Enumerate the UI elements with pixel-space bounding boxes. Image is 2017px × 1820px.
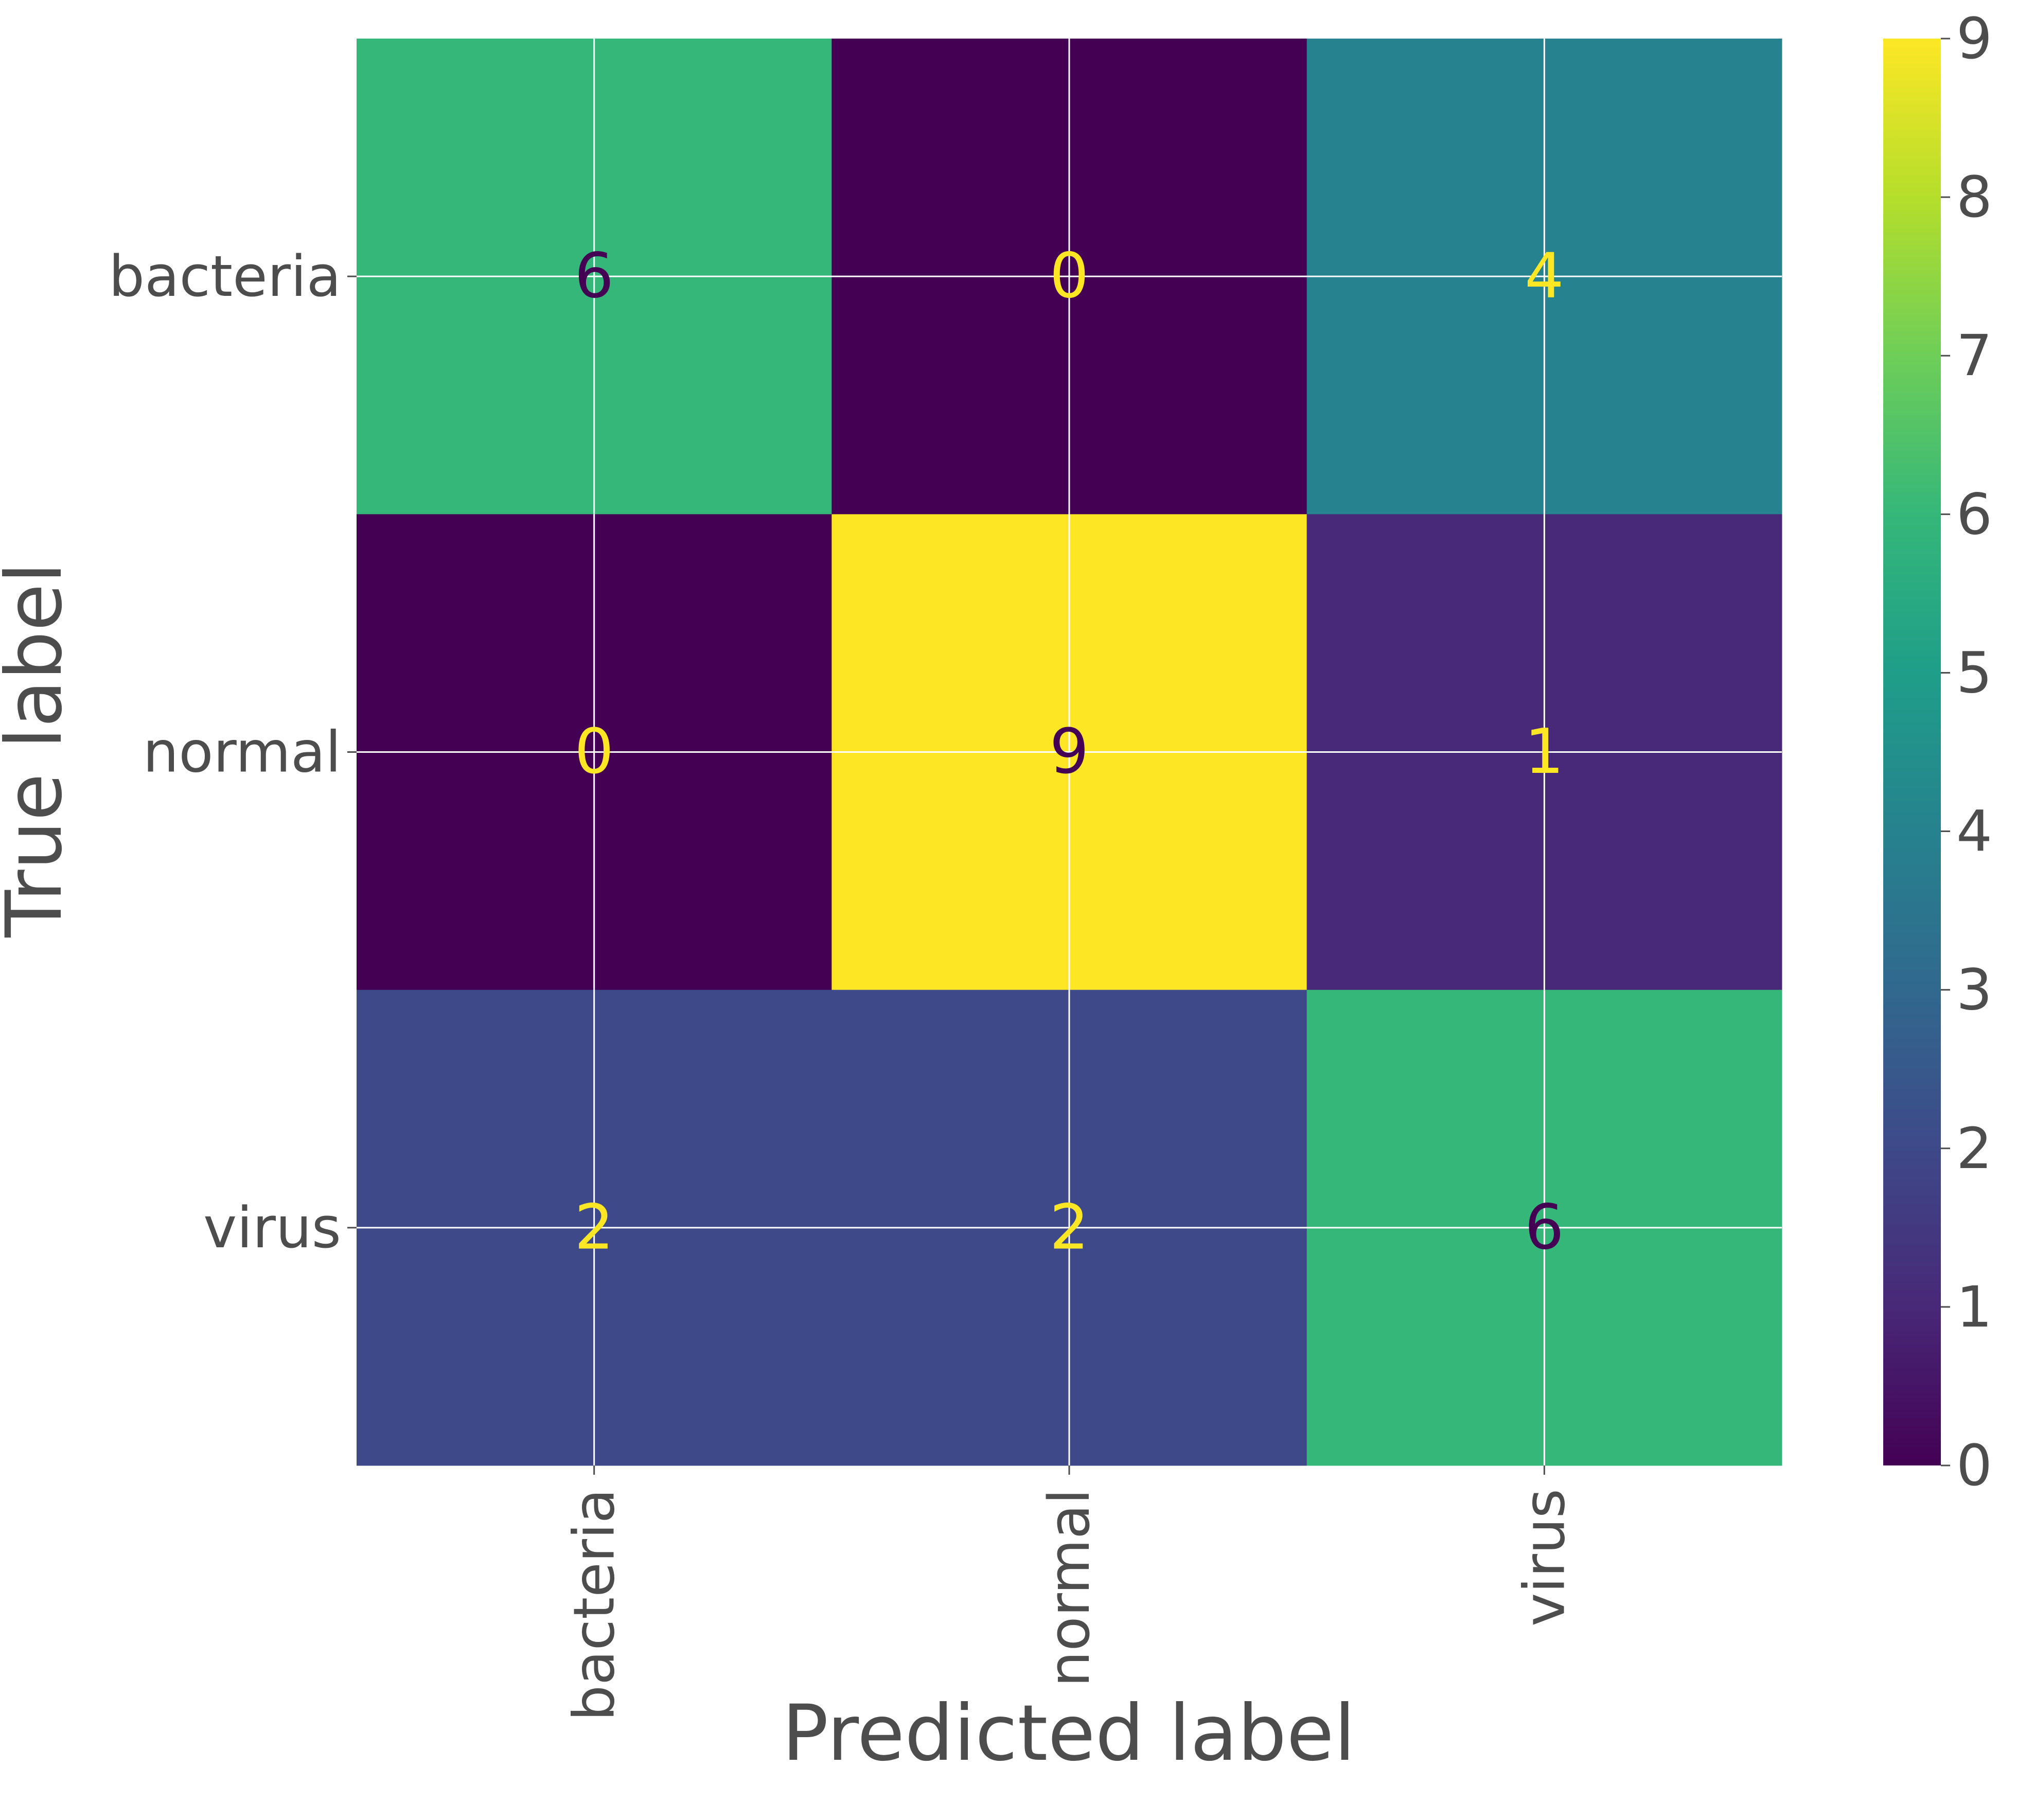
colorbar-tick-label: 2: [1956, 1116, 1992, 1181]
colorbar-tick-label: 7: [1956, 323, 1992, 388]
y-axis-title: True label: [0, 562, 79, 938]
y-tick-label: normal: [143, 719, 341, 785]
colorbar-tick-label: 9: [1956, 6, 1992, 72]
cell-value-label: 2: [1050, 1192, 1089, 1263]
x-tick-label: bacteria: [561, 1489, 627, 1721]
x-axis-title: Predicted label: [782, 1689, 1356, 1778]
colorbar-tick-label: 0: [1956, 1433, 1992, 1498]
colorbar-tick-label: 4: [1956, 799, 1992, 864]
colorbar-tick-label: 8: [1956, 164, 1992, 230]
y-axis-ticks: bacteria normal virus: [109, 243, 357, 1261]
cell-value-label: 6: [574, 241, 613, 312]
colorbar-ticks: 0 1 2 3 4 5 6 7 8 9: [1941, 6, 1992, 1498]
x-axis-ticks: bacteria normal virus: [561, 1465, 1577, 1721]
cell-value-label: 9: [1050, 716, 1089, 788]
cell-value-labels: 6 0 4 0 9 1 2 2 6: [574, 241, 1564, 1264]
cell-value-label: 0: [574, 716, 613, 788]
colorbar: [1883, 39, 1941, 1465]
y-tick-label: virus: [203, 1195, 341, 1261]
colorbar-tick-label: 6: [1956, 481, 1992, 547]
colorbar-tick-label: 5: [1956, 640, 1992, 705]
cell-value-label: 1: [1525, 716, 1564, 788]
x-tick-label: normal: [1036, 1489, 1102, 1687]
colorbar-tick-label: 3: [1956, 957, 1992, 1023]
cell-value-label: 0: [1050, 241, 1089, 312]
cell-value-label: 4: [1525, 241, 1564, 312]
cell-value-label: 6: [1525, 1192, 1564, 1263]
x-tick-label: virus: [1511, 1489, 1577, 1627]
cell-value-label: 2: [574, 1192, 613, 1263]
gridlines: [357, 39, 1782, 1465]
y-tick-label: bacteria: [109, 243, 341, 309]
colorbar-tick-label: 1: [1956, 1274, 1992, 1340]
